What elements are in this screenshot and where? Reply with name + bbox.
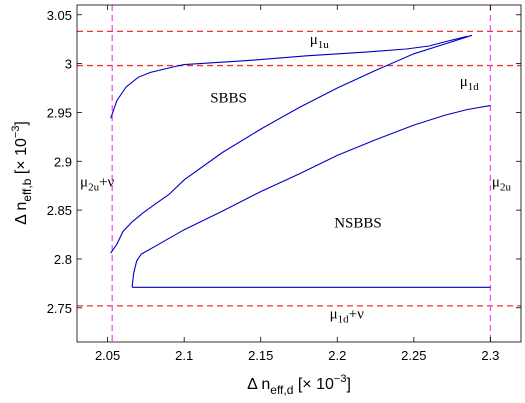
y-tick-label: 2.95 [47, 105, 72, 120]
y-axis-label-sub: eff,b [20, 178, 34, 201]
series-line-3 [131, 105, 491, 288]
annotation: μ1d+ν [330, 307, 365, 326]
y-tick-label: 2.9 [54, 154, 72, 169]
annotation: μ2u [492, 175, 512, 194]
plot-frame [76, 4, 522, 343]
y-tick-label: 2.85 [47, 203, 72, 218]
x-tick-label: 2.1 [175, 348, 193, 363]
annotation: μ1u [310, 32, 330, 51]
y-tick-label: 2.75 [47, 301, 72, 316]
annotations: μ1u μ1d SBBS NSBBS μ2u+ν μ2u μ1d+ν [80, 32, 511, 325]
ticks: 2.05 2.1 2.15 2.2 2.25 2.3 2.75 2.8 2.85 2.9 2.95 3… [47, 5, 521, 363]
y-axis-label-exp: −3 [10, 126, 22, 139]
x-tick-label: 2.2 [328, 348, 346, 363]
annotation: NSBBS [334, 216, 382, 232]
x-axis-label-exp: −3 [334, 373, 347, 385]
series-line-2 [110, 34, 473, 254]
annotation: μ1d [460, 74, 480, 93]
x-tick-label: 2.05 [95, 348, 120, 363]
annotation: μ2u+ν [80, 175, 115, 194]
x-tick-label: 2.15 [248, 348, 273, 363]
y-tick-label: 2.8 [54, 252, 72, 267]
series-group [110, 34, 491, 288]
series-line-1 [110, 35, 468, 119]
x-axis-label: Δ neff,d [× 10−3] [247, 373, 351, 397]
reference-lines [77, 5, 521, 342]
annotation: SBBS [210, 91, 247, 107]
y-tick-label: 3.05 [47, 8, 72, 23]
y-axis-label: Δ neff,b [× 10−3] [10, 121, 34, 225]
y-tick-label: 3 [65, 57, 72, 72]
x-tick-label: 2.3 [481, 348, 499, 363]
x-tick-label: 2.25 [401, 348, 426, 363]
x-axis-label-sub: eff,d [270, 383, 293, 397]
